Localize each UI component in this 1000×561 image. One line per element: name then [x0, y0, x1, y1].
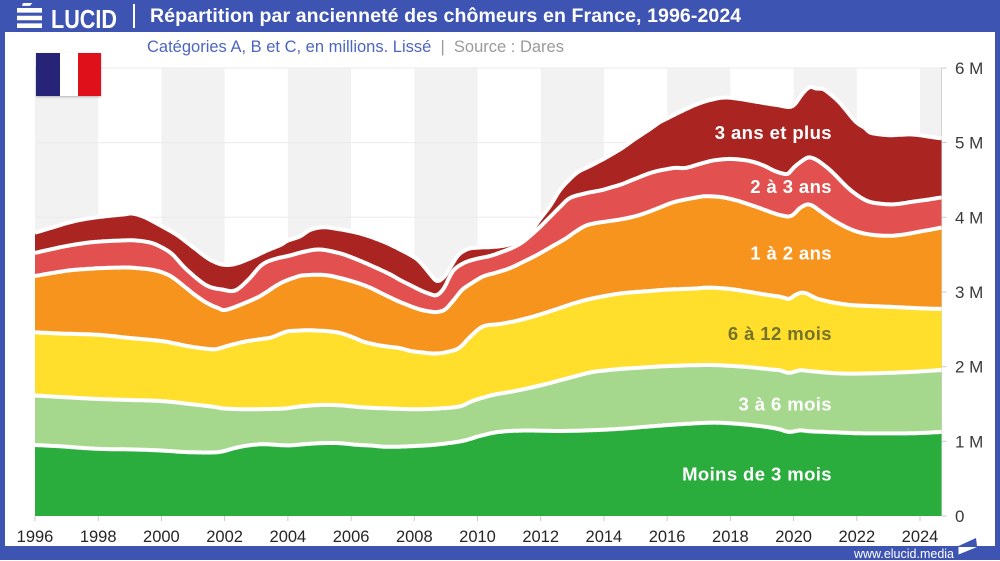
svg-text:0: 0 — [955, 507, 964, 526]
svg-text:2018: 2018 — [712, 528, 749, 546]
svg-text:LUCID: LUCID — [51, 4, 117, 33]
svg-text:4 M: 4 M — [955, 208, 983, 227]
svg-text:1 M: 1 M — [955, 432, 983, 451]
svg-text:2012: 2012 — [522, 528, 559, 546]
svg-text:2014: 2014 — [586, 528, 623, 546]
svg-text:2020: 2020 — [775, 528, 812, 546]
svg-text:2002: 2002 — [206, 528, 243, 546]
svg-text:2006: 2006 — [333, 528, 370, 546]
svg-text:6 à 12 mois: 6 à 12 mois — [728, 323, 832, 344]
svg-text:3 à 6 mois: 3 à 6 mois — [739, 393, 832, 414]
svg-text:2 à 3 ans: 2 à 3 ans — [750, 176, 832, 197]
svg-text:3 ans et plus: 3 ans et plus — [715, 122, 832, 143]
svg-text:2010: 2010 — [459, 528, 496, 546]
svg-text:Moins de 3 mois: Moins de 3 mois — [682, 463, 832, 484]
svg-text:1 à 2 ans: 1 à 2 ans — [750, 242, 832, 263]
svg-text:5 M: 5 M — [955, 134, 983, 153]
svg-text:6 M: 6 M — [955, 59, 983, 78]
svg-text:2000: 2000 — [143, 528, 180, 546]
svg-text:1996: 1996 — [17, 528, 54, 546]
svg-text:2008: 2008 — [396, 528, 433, 546]
svg-text:2024: 2024 — [902, 528, 939, 546]
svg-text:3 M: 3 M — [955, 283, 983, 302]
svg-text:2 M: 2 M — [955, 358, 983, 377]
svg-text:2022: 2022 — [838, 528, 875, 546]
svg-text:1998: 1998 — [80, 528, 117, 546]
svg-text:2004: 2004 — [270, 528, 307, 546]
svg-text:2016: 2016 — [649, 528, 686, 546]
